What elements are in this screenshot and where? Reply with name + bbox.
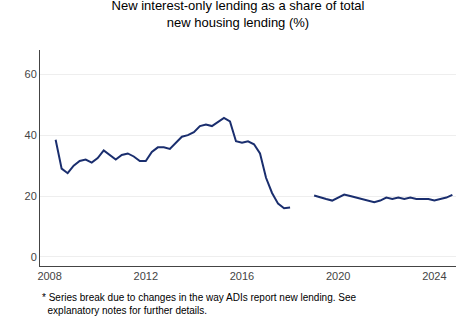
svg-text:2016: 2016 xyxy=(230,270,254,282)
svg-text:2020: 2020 xyxy=(326,270,350,282)
svg-text:2008: 2008 xyxy=(37,270,61,282)
svg-text:New interest-only lending as a: New interest-only lending as a share of … xyxy=(112,0,365,30)
svg-text:20: 20 xyxy=(25,190,37,202)
svg-text:0: 0 xyxy=(31,251,37,263)
svg-text:2012: 2012 xyxy=(134,270,158,282)
svg-text:* Series break due to changes: * Series break due to changes in the way… xyxy=(42,292,357,316)
svg-text:2024: 2024 xyxy=(422,270,446,282)
svg-text:40: 40 xyxy=(25,129,37,141)
svg-text:60: 60 xyxy=(25,68,37,80)
